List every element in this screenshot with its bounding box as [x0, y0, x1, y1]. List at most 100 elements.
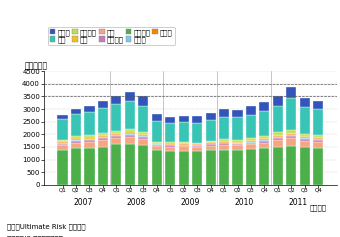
Bar: [57, 145, 68, 150]
Bar: [165, 123, 175, 142]
Bar: [246, 106, 256, 115]
Bar: [152, 141, 162, 143]
Bar: [138, 139, 148, 146]
Bar: [313, 137, 323, 138]
Bar: [138, 136, 148, 137]
Bar: [273, 140, 283, 147]
Bar: [219, 150, 229, 185]
Bar: [98, 140, 108, 147]
Bar: [206, 113, 216, 120]
Bar: [219, 142, 229, 143]
Bar: [152, 121, 162, 141]
Bar: [246, 142, 256, 143]
Bar: [125, 129, 135, 131]
Bar: [178, 144, 189, 145]
Bar: [313, 142, 323, 148]
Bar: [233, 144, 242, 146]
Bar: [273, 147, 283, 185]
Bar: [125, 137, 135, 144]
Bar: [111, 136, 121, 138]
Bar: [111, 104, 121, 131]
Bar: [178, 142, 189, 143]
Bar: [165, 144, 175, 145]
Bar: [111, 131, 121, 133]
Bar: [138, 106, 148, 132]
Bar: [206, 143, 216, 144]
Bar: [259, 141, 270, 143]
Bar: [192, 151, 202, 185]
Bar: [98, 101, 108, 108]
Bar: [219, 109, 229, 117]
Bar: [233, 117, 242, 140]
Bar: [206, 120, 216, 141]
Bar: [84, 140, 95, 142]
Bar: [84, 139, 95, 140]
Bar: [286, 133, 296, 134]
Bar: [152, 150, 162, 185]
Bar: [57, 114, 68, 119]
Bar: [313, 135, 323, 137]
Bar: [98, 108, 108, 133]
Bar: [125, 134, 135, 135]
Bar: [125, 101, 135, 129]
Bar: [273, 136, 283, 137]
Bar: [192, 145, 202, 146]
Bar: [286, 146, 296, 185]
Bar: [233, 143, 242, 144]
Bar: [57, 142, 68, 143]
Bar: [233, 110, 242, 117]
Bar: [165, 142, 175, 144]
Bar: [178, 146, 189, 151]
Bar: [259, 140, 270, 141]
Bar: [233, 140, 242, 141]
Bar: [152, 143, 162, 144]
Bar: [206, 141, 216, 142]
Bar: [84, 112, 95, 135]
Bar: [300, 134, 310, 136]
Bar: [286, 98, 296, 130]
Text: 2010: 2010: [235, 198, 254, 207]
Bar: [273, 96, 283, 105]
Bar: [98, 137, 108, 138]
Text: 2007: 2007: [73, 198, 92, 207]
Bar: [125, 131, 135, 132]
Bar: [300, 138, 310, 139]
Bar: [165, 146, 175, 147]
Bar: [71, 138, 81, 140]
Legend: その他, 米国, オランダ, 日本, 英国, フランス, スペイン, ドイツ, スイス: その他, 米国, オランダ, 日本, 英国, フランス, スペイン, ドイツ, …: [48, 27, 175, 45]
Bar: [286, 87, 296, 98]
Bar: [84, 106, 95, 112]
Bar: [233, 141, 242, 142]
Bar: [84, 137, 95, 139]
Text: 2011: 2011: [289, 198, 308, 207]
Bar: [313, 148, 323, 185]
Bar: [233, 142, 242, 143]
Bar: [57, 144, 68, 145]
Text: 資料：BIS 統計から作成。: 資料：BIS 統計から作成。: [7, 235, 63, 237]
Bar: [313, 101, 323, 109]
Bar: [98, 147, 108, 185]
Bar: [313, 138, 323, 139]
Text: 2009: 2009: [181, 198, 200, 207]
Bar: [71, 140, 81, 141]
Bar: [152, 144, 162, 145]
Bar: [286, 134, 296, 135]
Bar: [192, 143, 202, 144]
Bar: [219, 141, 229, 142]
Bar: [125, 132, 135, 134]
Bar: [111, 144, 121, 185]
Bar: [57, 150, 68, 185]
Bar: [138, 134, 148, 135]
Bar: [219, 139, 229, 141]
Bar: [84, 142, 95, 148]
Bar: [98, 133, 108, 135]
Bar: [165, 147, 175, 151]
Bar: [259, 102, 270, 111]
Bar: [259, 111, 270, 136]
Bar: [246, 149, 256, 185]
Bar: [206, 146, 216, 150]
Bar: [138, 137, 148, 139]
Bar: [313, 139, 323, 140]
Bar: [111, 134, 121, 135]
Bar: [165, 117, 175, 123]
